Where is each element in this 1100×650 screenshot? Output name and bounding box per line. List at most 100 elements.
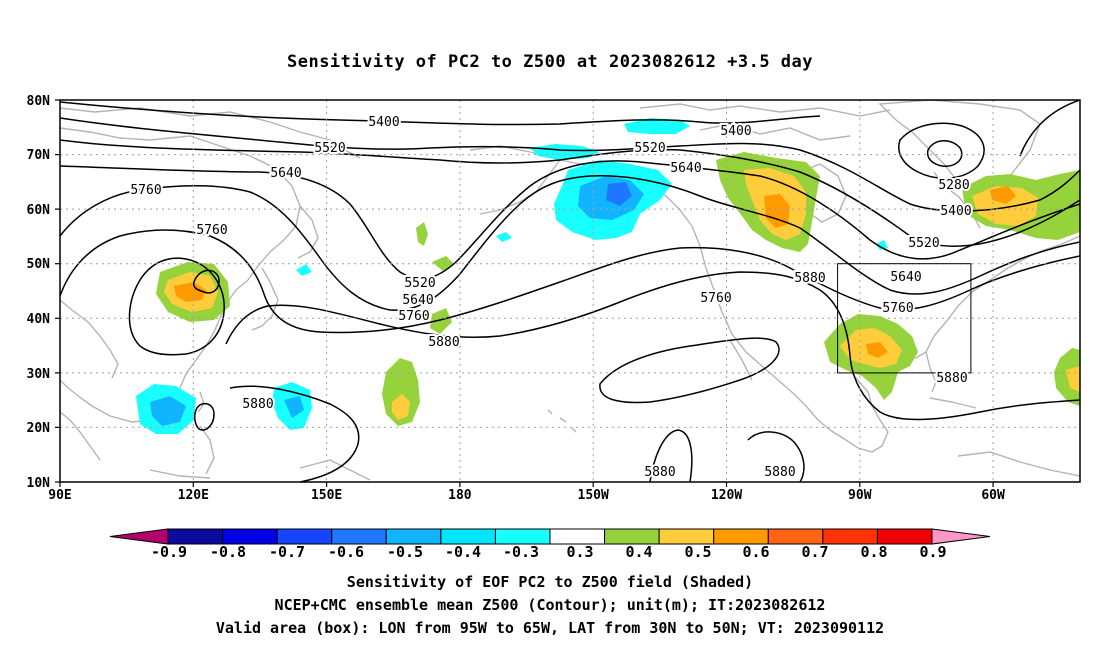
colorbar-swatch (876, 528, 933, 545)
colorbar-label: 0.5 (684, 543, 711, 561)
contour-label: 5880 (794, 271, 825, 286)
colorbar-label: 0.9 (919, 543, 946, 561)
shade-neg-south-china-sea-core (150, 396, 186, 426)
shade-patch-1 (416, 222, 428, 246)
colorbar-label: -0.6 (328, 543, 364, 561)
colorbar-swatch (331, 528, 387, 545)
caption-shading: Sensitivity of EOF PC2 to Z500 field (Sh… (346, 573, 754, 591)
contour-closed-inner (192, 269, 220, 294)
lat-label: 60N (27, 203, 51, 218)
colorbar-swatch (440, 528, 496, 545)
shade-blob-pacific-tropics (382, 358, 420, 426)
z500-contours (60, 100, 1080, 482)
colorbar-swatch (167, 528, 224, 545)
colorbar-swatch (385, 528, 442, 545)
contour-5760 (60, 229, 1080, 334)
lat-label: 20N (27, 421, 51, 436)
shade-blob-north-atlantic-mid (972, 186, 1038, 226)
plot-title: Sensitivity of PC2 to Z500 at 2023082612… (286, 52, 813, 72)
caption-contour: NCEP+CMC ensemble mean Z500 (Contour); u… (274, 596, 826, 614)
contour-label: 5520 (404, 276, 435, 291)
colorbar-label: -0.7 (269, 543, 305, 561)
shade-blob-north-atlantic-core (990, 186, 1016, 204)
lon-label: 150W (578, 488, 609, 503)
contour-5880-south-1 (649, 429, 693, 482)
contour-label: 5880 (644, 465, 675, 480)
colorbar-swatch (713, 528, 769, 545)
lon-label: 150E (311, 488, 342, 503)
lon-label: 120W (711, 488, 742, 503)
lat-label: 80N (27, 94, 51, 109)
shade-neg-gulf-alaska-core (606, 182, 632, 206)
colorbar (109, 528, 991, 545)
contour-label: 5640 (890, 270, 921, 285)
contour-label: 5520 (634, 141, 665, 156)
colorbar-arrow-high (931, 528, 991, 545)
lat-label: 50N (27, 257, 51, 272)
latitude-labels: 80N 70N 60N 50N 40N 30N 20N 10N (27, 94, 51, 491)
colorbar-swatch (276, 528, 333, 545)
contour-5280 (926, 140, 963, 167)
contour-label: 5760 (196, 223, 227, 238)
shade-patch-3 (430, 308, 452, 334)
shade-neg-arctic (624, 118, 690, 134)
map-background (60, 100, 1080, 482)
shade-blob-us-southeast-core (866, 342, 888, 358)
contour-5280-outer (898, 122, 985, 179)
colorbar-label: 0.4 (625, 543, 652, 561)
longitude-labels: 90E 120E 150E 180 150W 120W 90W 60W (48, 488, 1005, 503)
shade-neg-patch-2 (296, 264, 312, 276)
contour-label: 5760 (130, 183, 161, 198)
contour-5400-north (60, 101, 821, 126)
lat-label: 40N (27, 312, 51, 327)
colorbar-swatch (494, 528, 551, 545)
colorbar-labels: -0.9 -0.8 -0.7 -0.6 -0.5 -0.4 -0.3 0.3 0… (151, 543, 947, 561)
lon-label: 180 (448, 488, 472, 503)
contour-label: 5280 (938, 178, 969, 193)
contour-5520 (60, 139, 1080, 247)
contour-north-atlantic (1019, 100, 1080, 157)
lon-label: 90E (48, 488, 71, 503)
contour-label: 5760 (700, 291, 731, 306)
colorbar-swatch (822, 528, 878, 545)
shade-blob-canada-core (764, 194, 790, 228)
contour-labels: 5400 5400 5520 5520 5640 5640 5760 5760 … (128, 113, 973, 482)
contour-label: 5760 (882, 301, 913, 316)
lon-label: 90W (848, 488, 872, 503)
colorbar-arrow-low (109, 528, 169, 545)
shade-neg-patch-1 (496, 232, 512, 242)
colorbar-label: 0.7 (801, 543, 828, 561)
valid-area-box (837, 263, 972, 374)
contour-label: 5640 (670, 161, 701, 176)
colorbar-swatch (222, 528, 278, 545)
colorbar-swatch (549, 528, 606, 545)
shade-blob-pacific-tropics-core (392, 394, 410, 420)
lon-label: 60W (981, 488, 1005, 503)
contour-label: 5880 (242, 397, 273, 412)
contour-5640 (60, 160, 1080, 280)
lon-label: 120E (178, 488, 209, 503)
map-frame (59, 99, 1081, 483)
colorbar-label: -0.8 (210, 543, 246, 561)
colorbar-label: 0.3 (566, 543, 593, 561)
colorbar-label: -0.9 (151, 543, 187, 561)
contour-5880-southwest (229, 385, 360, 482)
shade-blob-atlantic-tropics (1054, 348, 1080, 406)
shade-blob-east-asia-core (174, 282, 206, 302)
lat-label: 10N (27, 476, 51, 491)
contour-label: 5760 (398, 309, 429, 324)
axis-ticks (55, 99, 994, 487)
colorbar-swatch (604, 528, 660, 545)
contour-5880 (225, 271, 1080, 421)
lat-label: 70N (27, 148, 51, 163)
colorbar-label: 0.8 (860, 543, 887, 561)
contour-label: 5880 (428, 335, 459, 350)
shade-neg-western-pacific-core (284, 396, 304, 418)
contour-label: 5880 (936, 371, 967, 386)
contour-label: 5400 (940, 204, 971, 219)
contour-label: 5640 (270, 166, 301, 181)
lat-label: 30N (27, 367, 51, 382)
contour-label: 5520 (314, 141, 345, 156)
caption-valid-area: Valid area (box): LON from 95W to 65W, L… (215, 619, 885, 637)
